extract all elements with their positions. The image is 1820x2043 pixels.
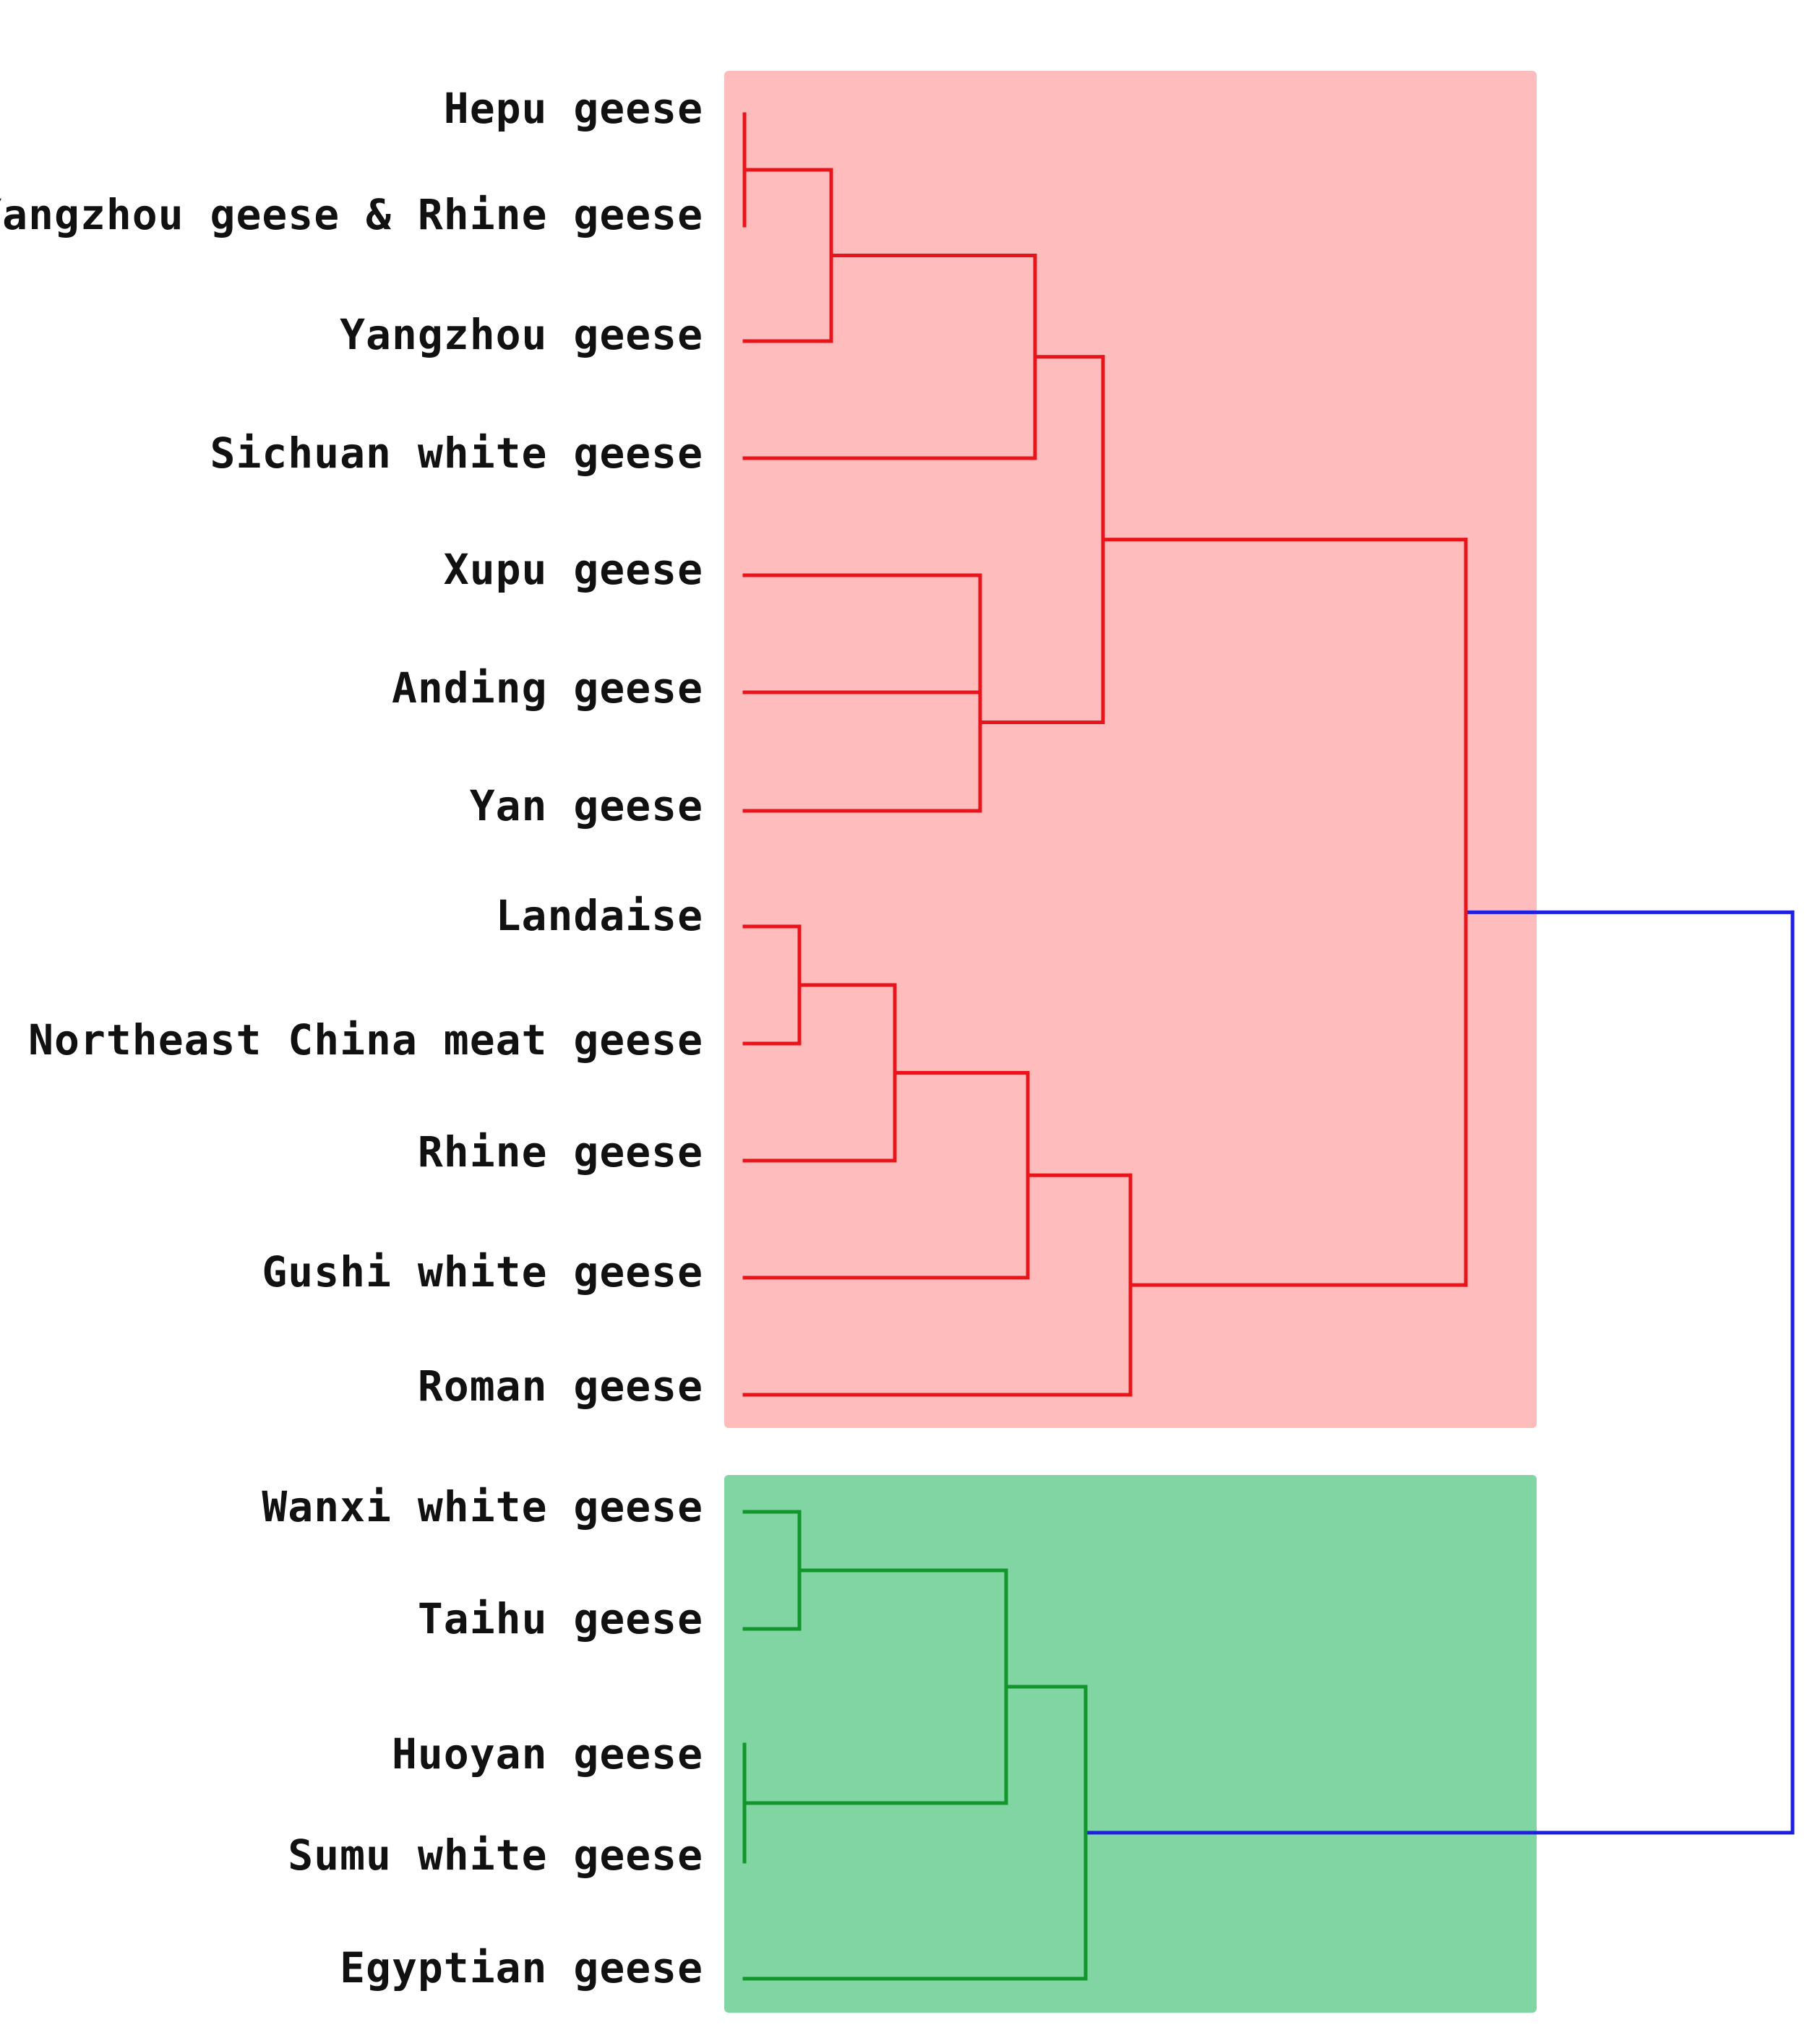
leaf-label: Rhine geese (417, 1127, 703, 1177)
green-cluster-background (724, 1475, 1537, 2013)
leaf-label: Egyptian geese (340, 1943, 703, 1992)
leaf-label: Hepu geese (443, 84, 703, 133)
leaf-label: Sumu white geese (288, 1831, 703, 1880)
leaf-label: Gushi white geese (262, 1247, 703, 1296)
leaf-label: Northeast China meat geese (28, 1015, 703, 1064)
leaf-label: Yangzhou geese (340, 310, 703, 359)
leaf-label: Yangzhou geese & Rhine geese (0, 190, 703, 239)
leaf-label: Taihu geese (417, 1594, 703, 1643)
leaf-label: Anding geese (391, 663, 703, 713)
leaf-label: Xupu geese (443, 545, 703, 594)
leaf-label: Landaise (495, 891, 703, 940)
leaf-label: Wanxi white geese (262, 1482, 703, 1531)
leaf-label: Huoyan geese (391, 1729, 703, 1779)
leaf-label: Roman geese (417, 1362, 703, 1411)
leaf-label: Yan geese (469, 781, 703, 830)
leaf-label: Sichuan white geese (210, 429, 703, 478)
